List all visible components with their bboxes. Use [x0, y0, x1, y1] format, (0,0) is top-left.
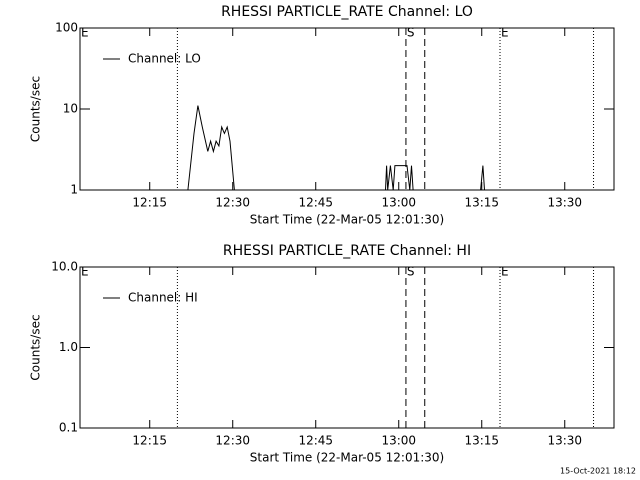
x-tick-label: 13:15 [464, 434, 499, 448]
annotation: S [407, 26, 415, 40]
x-axis-label: Start Time (22-Mar-05 12:01:30) [250, 213, 444, 227]
annotation: S [407, 265, 415, 279]
legend-label: Channel: HI [128, 291, 198, 305]
x-tick-label: 12:15 [132, 434, 167, 448]
y-tick-label: 10 [63, 102, 78, 116]
y-tick-label: 1 [70, 183, 78, 197]
y-tick-label: 1.0 [59, 340, 78, 354]
footer: 15-Oct-2021 18:12 [560, 467, 636, 476]
x-tick-label: 12:15 [132, 196, 167, 210]
annotation: E [501, 26, 509, 40]
y-axis-label: Counts/sec [29, 76, 43, 142]
x-tick-label: 13:00 [381, 434, 416, 448]
y-tick-label: 10.0 [51, 260, 78, 274]
annotation: E [81, 26, 89, 40]
x-tick-label: 12:45 [298, 196, 333, 210]
data-line [187, 105, 485, 191]
x-tick-label: 13:00 [381, 196, 416, 210]
x-tick-label: 13:30 [547, 434, 582, 448]
x-tick-label: 12:30 [215, 196, 250, 210]
x-tick-label: 13:30 [547, 196, 582, 210]
y-tick-label: 100 [55, 21, 78, 35]
annotation: E [501, 265, 509, 279]
x-tick-label: 12:45 [298, 434, 333, 448]
y-axis-label: Counts/sec [29, 314, 43, 380]
y-tick-label: 0.1 [59, 421, 78, 435]
chart-title: RHESSI PARTICLE_RATE Channel: LO [221, 4, 473, 20]
x-axis-label: Start Time (22-Mar-05 12:01:30) [250, 451, 444, 465]
annotation: E [81, 265, 89, 279]
legend-label: Channel: LO [128, 52, 201, 66]
x-tick-label: 12:30 [215, 434, 250, 448]
chart-title: RHESSI PARTICLE_RATE Channel: HI [223, 243, 471, 259]
x-tick-label: 13:15 [464, 196, 499, 210]
